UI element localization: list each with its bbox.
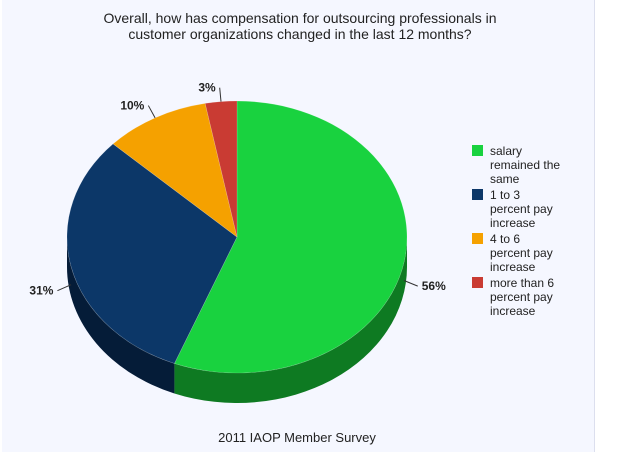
pie-side-group bbox=[66, 237, 407, 403]
value-label-more-than-6-percent-pay-increase: 3% bbox=[198, 81, 216, 95]
pie-labels-group: 56% 31% 10% 3% bbox=[29, 81, 446, 298]
legend-label-more-than-6-percent-pay-increase: more than 6 percent pay increase bbox=[490, 276, 554, 318]
legend-label-salary-remained-the-same: salary remained the same bbox=[490, 144, 560, 186]
value-label-4-to-6-percent-pay-increase: 10% bbox=[120, 99, 144, 113]
legend-swatch-salary-remained-the-same bbox=[472, 145, 483, 156]
legend-swatch-4-to-6-percent-pay-increase bbox=[472, 233, 483, 244]
legend-swatch-more-than-6-percent-pay-increase bbox=[472, 277, 483, 288]
pie-side-1-to-3-percent-pay-increase bbox=[66, 237, 175, 394]
value-label-1-to-3-percent-pay-increase: 31% bbox=[29, 284, 53, 298]
value-label-salary-remained-the-same: 56% bbox=[422, 279, 446, 293]
pie-slice-4-to-6-percent-pay-increase[interactable] bbox=[112, 103, 238, 238]
pie-slice-1-to-3-percent-pay-increase[interactable] bbox=[66, 143, 238, 364]
leader-line-4-to-6-percent-pay-increase bbox=[147, 105, 156, 119]
chart-title: Overall, how has compensation for outsou… bbox=[103, 10, 497, 42]
legend-label-4-to-6-percent-pay-increase: 4 to 6 percent pay increase bbox=[490, 232, 553, 274]
legend-swatch-1-to-3-percent-pay-increase bbox=[472, 189, 483, 200]
leader-line-more-than-6-percent-pay-increase bbox=[219, 87, 222, 102]
pie-slice-salary-remained-the-same[interactable] bbox=[173, 100, 408, 374]
pie-top-group bbox=[66, 100, 408, 374]
chart-subtitle: 2011 IAOP Member Survey bbox=[218, 430, 376, 445]
pie-slice-more-than-6-percent-pay-increase[interactable] bbox=[204, 100, 238, 238]
leader-line-salary-remained-the-same bbox=[403, 280, 418, 287]
pie-side-salary-remained-the-same bbox=[174, 237, 407, 403]
leader-line-1-to-3-percent-pay-increase bbox=[57, 284, 72, 292]
legend-label-1-to-3-percent-pay-increase: 1 to 3 percent pay increase bbox=[490, 188, 553, 230]
